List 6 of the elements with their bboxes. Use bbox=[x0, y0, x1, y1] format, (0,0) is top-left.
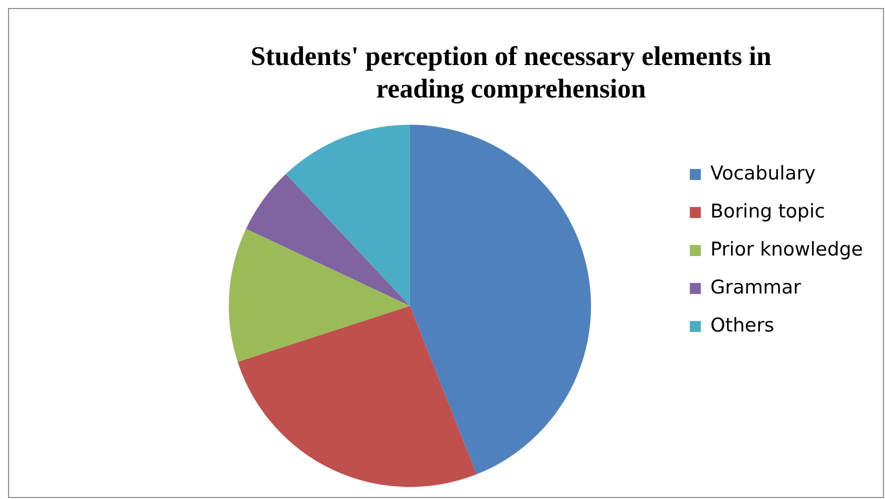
legend-label: Boring topic bbox=[710, 200, 826, 222]
legend-label: Vocabulary bbox=[710, 162, 816, 184]
legend-label: Grammar bbox=[710, 276, 802, 298]
legend-label: Others bbox=[710, 314, 774, 336]
legend-label: Prior knowledge bbox=[710, 238, 864, 260]
chart-title: Students' perception of necessary elements in reading comprehension bbox=[250, 41, 772, 104]
